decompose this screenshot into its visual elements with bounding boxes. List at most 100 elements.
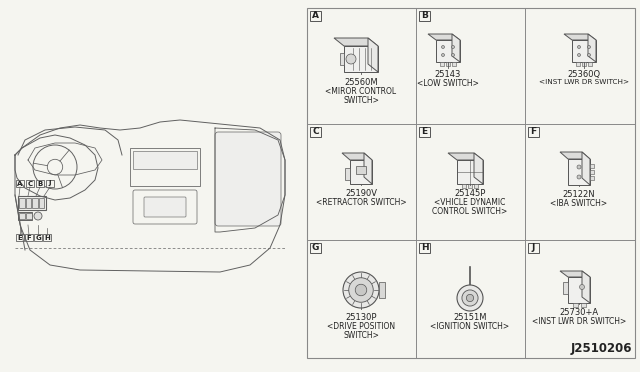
Text: 25145P: 25145P [454,189,486,198]
Bar [18,196,46,210]
Circle shape [457,285,483,311]
Text: C: C [28,180,33,186]
Polygon shape [568,277,590,303]
Text: E: E [421,128,428,137]
Circle shape [577,45,580,48]
Text: <MIROR CONTROL: <MIROR CONTROL [325,87,397,96]
Circle shape [467,294,474,302]
Polygon shape [342,153,372,160]
Text: 25360Q: 25360Q [568,70,600,79]
Bar [36,180,44,187]
Circle shape [577,165,581,169]
Circle shape [34,212,42,220]
Bar [474,184,478,188]
Circle shape [355,284,367,296]
Text: 25130P: 25130P [345,313,377,322]
Polygon shape [588,34,596,62]
Text: <RETRACTOR SWITCH>: <RETRACTOR SWITCH> [316,198,406,207]
Bar [16,180,24,187]
Circle shape [349,278,373,302]
Bar [18,212,32,220]
Bar [34,234,42,241]
Polygon shape [563,282,568,294]
Text: <INST LWR DR SWITCH>: <INST LWR DR SWITCH> [532,317,626,326]
Bar [573,303,577,307]
Bar [440,62,444,66]
Circle shape [579,285,584,289]
Polygon shape [436,40,460,62]
Polygon shape [448,153,483,160]
Bar [310,11,321,21]
Text: F: F [27,235,31,241]
Bar [590,170,594,174]
Bar [588,62,592,66]
Bar [528,127,539,137]
Text: 25560M: 25560M [344,78,378,87]
Text: H: H [44,235,50,241]
Bar [582,62,586,66]
Bar [43,234,51,241]
Bar [130,148,200,186]
Text: <IGNITION SWITCH>: <IGNITION SWITCH> [431,322,509,331]
Text: <IBA SWITCH>: <IBA SWITCH> [550,199,607,208]
Bar [356,166,366,174]
Bar [25,234,33,241]
Bar [307,8,635,358]
Text: 25143: 25143 [435,70,461,79]
Text: G: G [312,244,319,253]
Bar [16,234,24,241]
Circle shape [442,45,445,48]
Text: J: J [532,244,535,253]
Text: <DRIVE POSITION: <DRIVE POSITION [327,322,395,331]
Text: 25190V: 25190V [345,189,377,198]
Polygon shape [474,153,483,184]
Circle shape [577,175,581,179]
Bar [26,198,31,208]
Text: E: E [18,235,22,241]
Text: H: H [420,244,428,253]
Bar [26,213,32,219]
Bar [310,243,321,253]
Bar [446,62,450,66]
Bar [580,303,586,307]
Polygon shape [428,34,460,40]
Bar [528,243,539,253]
Bar [26,180,34,187]
Text: <INST LWR DR SWITCH>: <INST LWR DR SWITCH> [539,79,629,85]
Text: CONTROL SWITCH>: CONTROL SWITCH> [433,207,508,216]
Circle shape [462,290,478,306]
Bar [133,151,197,169]
FancyBboxPatch shape [215,132,281,226]
Bar [419,243,430,253]
Text: 25151M: 25151M [453,313,487,322]
Text: B: B [37,180,43,186]
Circle shape [346,54,356,64]
Circle shape [442,54,445,57]
Polygon shape [345,168,350,180]
Text: <LOW SWITCH>: <LOW SWITCH> [417,79,479,88]
Text: <VHICLE DYNAMIC: <VHICLE DYNAMIC [435,198,506,207]
Bar [419,11,430,21]
Bar [38,198,44,208]
Bar [32,198,38,208]
Polygon shape [564,34,596,40]
Bar [452,62,456,66]
Bar [19,213,25,219]
Bar [19,198,24,208]
Bar [468,184,472,188]
Polygon shape [457,160,483,184]
Bar [419,127,430,137]
Polygon shape [582,271,590,303]
Text: C: C [312,128,319,137]
FancyBboxPatch shape [144,197,186,217]
Text: G: G [35,235,41,241]
Polygon shape [334,38,378,46]
Polygon shape [364,153,372,184]
Circle shape [451,45,454,48]
Text: 25122N: 25122N [563,190,595,199]
Polygon shape [350,160,372,184]
Text: J2510206: J2510206 [570,342,632,355]
Bar [576,62,580,66]
Circle shape [588,54,591,57]
Bar [590,176,594,180]
